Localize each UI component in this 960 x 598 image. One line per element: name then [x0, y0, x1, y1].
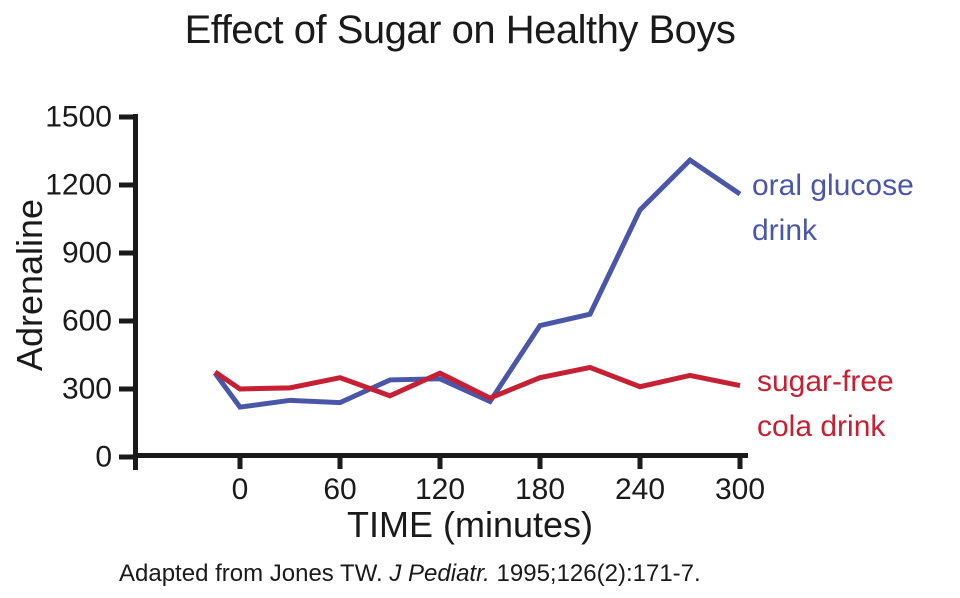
legend-line: oral glucose [752, 169, 914, 202]
y-axis-line [133, 114, 138, 470]
legend-line: cola drink [757, 410, 886, 443]
series-line-oral-glucose-drink [212, 156, 742, 410]
y-tick-label: 1500 [45, 101, 112, 134]
citation-suffix: 1995;126(2):171-7. [489, 560, 701, 587]
y-tick-label: 0 [95, 441, 112, 474]
x-tick [737, 458, 743, 469]
legend-oral-glucose-drink: oral glucose drink [752, 163, 914, 253]
x-tick-label: 240 [615, 473, 665, 506]
x-tick [337, 458, 343, 469]
x-tick [437, 458, 443, 469]
y-tick [119, 250, 133, 256]
y-tick-label: 600 [62, 305, 112, 338]
y-tick-label: 1200 [45, 169, 112, 202]
chart-title: Effect of Sugar on Healthy Boys [184, 8, 736, 52]
x-axis-label: TIME (minutes) [346, 504, 594, 545]
legend-sugar-free-cola-drink: sugar-free cola drink [757, 359, 894, 449]
x-tick [637, 458, 643, 469]
y-tick [119, 182, 133, 188]
y-tick [119, 318, 133, 324]
citation-journal: J Pediatr. [389, 560, 490, 587]
x-axis-line [133, 453, 748, 458]
x-tick-label: 0 [232, 473, 249, 506]
y-tick [119, 114, 133, 120]
source-citation: Adapted from Jones TW. J Pediatr. 1995;1… [119, 560, 701, 588]
x-tick-label: 120 [415, 473, 465, 506]
legend-line: drink [752, 214, 818, 247]
legend-line: sugar-free [757, 365, 894, 398]
y-tick-label: 300 [62, 373, 112, 406]
series-line-sugar-free-cola-drink [213, 364, 741, 401]
y-tick [119, 454, 133, 460]
x-tick-label: 60 [323, 473, 356, 506]
x-tick-label: 300 [715, 473, 765, 506]
x-tick [537, 458, 543, 469]
x-tick-label: 180 [515, 473, 565, 506]
y-tick-label: 900 [62, 237, 112, 270]
x-tick [237, 458, 243, 469]
y-tick [119, 386, 133, 392]
citation-prefix: Adapted from Jones TW. [119, 560, 390, 587]
